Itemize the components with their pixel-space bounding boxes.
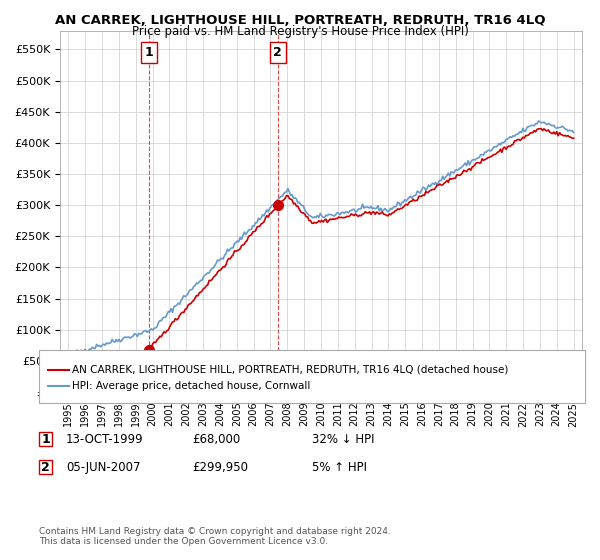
Text: 2: 2: [41, 461, 50, 474]
Text: 13-OCT-1999: 13-OCT-1999: [66, 433, 143, 446]
Text: 1: 1: [41, 433, 50, 446]
Text: 1: 1: [145, 46, 154, 59]
Text: AN CARREK, LIGHTHOUSE HILL, PORTREATH, REDRUTH, TR16 4LQ: AN CARREK, LIGHTHOUSE HILL, PORTREATH, R…: [55, 14, 545, 27]
Text: AN CARREK, LIGHTHOUSE HILL, PORTREATH, REDRUTH, TR16 4LQ (detached house): AN CARREK, LIGHTHOUSE HILL, PORTREATH, R…: [72, 365, 508, 375]
Text: £299,950: £299,950: [192, 461, 248, 474]
Text: £68,000: £68,000: [192, 433, 240, 446]
Text: 5% ↑ HPI: 5% ↑ HPI: [312, 461, 367, 474]
Text: Contains HM Land Registry data © Crown copyright and database right 2024.
This d: Contains HM Land Registry data © Crown c…: [39, 526, 391, 546]
Text: HPI: Average price, detached house, Cornwall: HPI: Average price, detached house, Corn…: [72, 381, 310, 391]
Text: Price paid vs. HM Land Registry's House Price Index (HPI): Price paid vs. HM Land Registry's House …: [131, 25, 469, 38]
Text: 2: 2: [274, 46, 282, 59]
Text: 32% ↓ HPI: 32% ↓ HPI: [312, 433, 374, 446]
Text: 05-JUN-2007: 05-JUN-2007: [66, 461, 140, 474]
